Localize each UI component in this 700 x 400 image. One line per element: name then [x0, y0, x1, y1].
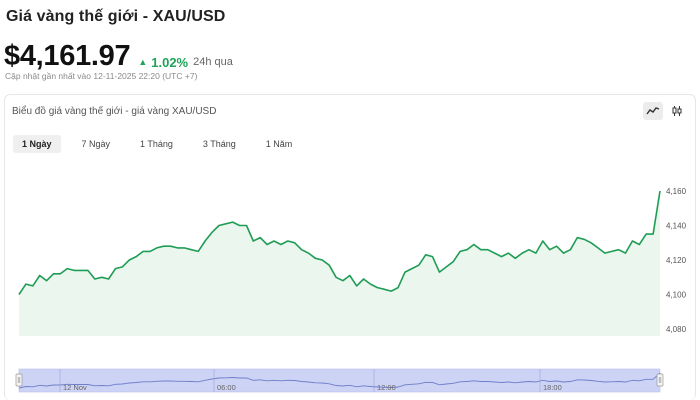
range-navigator[interactable]: 12 Nov 06:00 12:00 18:00: [15, 368, 664, 393]
main-chart-area: [18, 190, 661, 336]
y-tick-label: 4,160: [666, 187, 687, 196]
candlestick-chart-toggle[interactable]: [667, 102, 687, 120]
page-title: Giá vàng thế giới - XAU/USD: [6, 8, 226, 25]
change-percent: 1.02%: [151, 54, 189, 70]
line-chart-toggle[interactable]: [643, 102, 663, 120]
chart-title: Biểu đồ giá vàng thế giới - giá vàng XAU…: [12, 106, 217, 117]
timeframe-tabs: 1 Ngày 7 Ngày 1 Tháng 3 Tháng 1 Năm: [13, 135, 313, 153]
navigator-right-handle[interactable]: [656, 373, 664, 387]
navigator-selection: [18, 368, 661, 393]
y-tick-label: 4,100: [666, 291, 687, 300]
y-axis: 4,080 4,100 4,120 4,140 4,160: [666, 187, 687, 334]
tab-1-day[interactable]: 1 Ngày: [13, 135, 61, 153]
tab-7-days[interactable]: 7 Ngày: [81, 139, 111, 149]
price-area-fill: [19, 191, 660, 336]
y-tick-label: 4,140: [666, 222, 687, 231]
navigator-line: [18, 372, 661, 389]
line-chart-icon: [646, 107, 660, 115]
candlestick-icon: [672, 106, 682, 116]
chart-toolbar: [643, 102, 687, 120]
y-tick-label: 4,080: [666, 325, 687, 334]
price-change: ▲ 1.02%: [138, 55, 188, 70]
navigator-time-label: 06:00: [217, 383, 236, 392]
tab-1-year[interactable]: 1 Năm: [265, 139, 293, 149]
y-tick-label: 4,120: [666, 256, 687, 265]
last-updated: Cập nhật gần nhất vào 12-11-2025 22:20 (…: [5, 71, 198, 81]
navigator-left-handle[interactable]: [15, 373, 23, 387]
navigator-time-label: 12 Nov: [63, 383, 87, 392]
price-row: $4,161.97 ▲ 1.02% 24h qua: [4, 40, 233, 73]
tab-1-month[interactable]: 1 Tháng: [140, 139, 173, 149]
navigator-time-label: 18:00: [543, 383, 562, 392]
up-arrow-icon: ▲: [138, 57, 148, 67]
change-period-label: 24h qua: [193, 56, 233, 68]
price-line: [18, 190, 661, 295]
current-price: $4,161.97: [4, 40, 131, 72]
chart-card: Biểu đồ giá vàng thế giới - giá vàng XAU…: [4, 94, 696, 400]
tab-3-months[interactable]: 3 Tháng: [202, 139, 236, 149]
navigator-time-label: 12:00: [377, 383, 396, 392]
